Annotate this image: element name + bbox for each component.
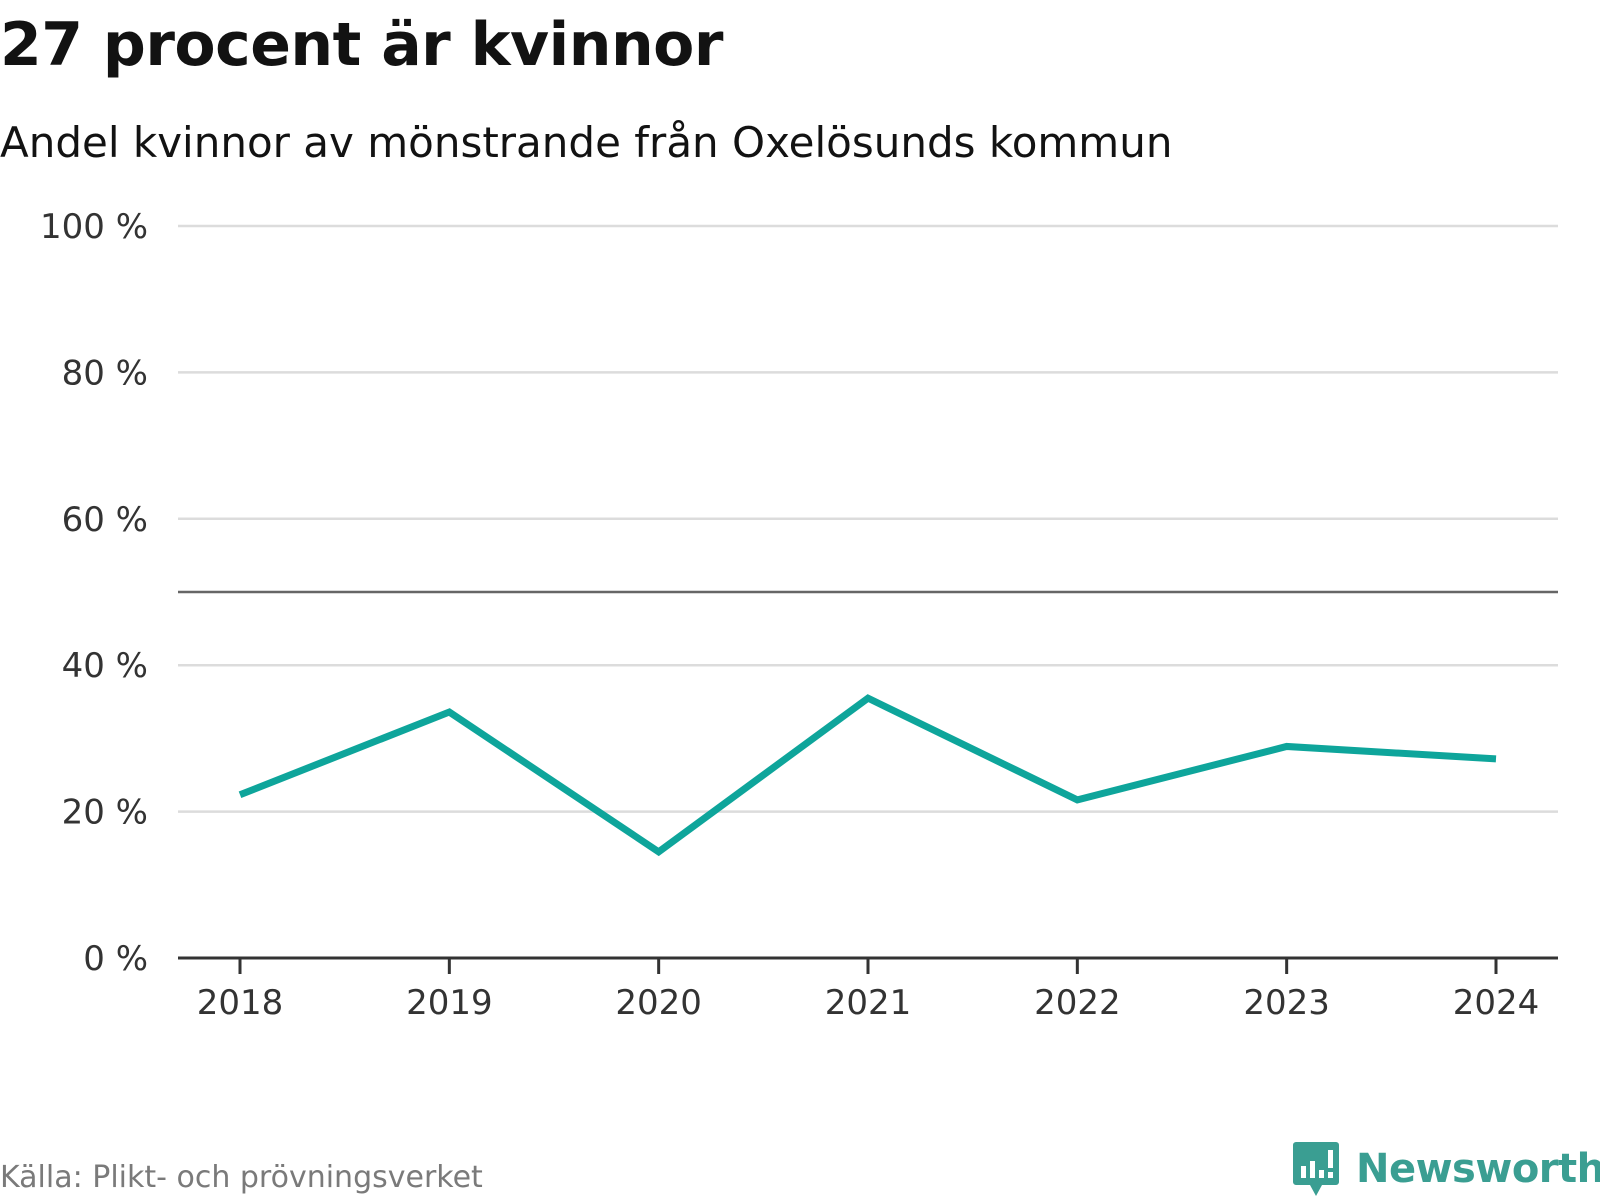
x-tick-labels: 2018 2019 2020 2021 2022 2023 2024 [197,983,1540,1023]
y-tick-label: 0 % [83,939,148,979]
y-tick-label: 100 % [40,207,148,247]
chart-subtitle: Andel kvinnor av mönstrande från Oxelösu… [0,118,1173,167]
chart-title: 27 procent är kvinnor [0,10,723,80]
brand: Newsworthy [1292,1140,1600,1198]
newsworthy-logo-icon [1293,1142,1339,1196]
series-layer [238,694,1497,857]
x-tick-label: 2022 [1034,983,1121,1023]
x-tick-label: 2018 [197,983,284,1023]
x-tick-label: 2021 [825,983,912,1023]
x-tick-label: 2024 [1453,983,1540,1023]
y-tick-labels: 0 % 20 % 40 % 60 % 80 % 100 % [40,207,148,979]
source-note: Källa: Plikt- och prövningsverket [0,1160,483,1195]
brand-name: Newsworthy [1356,1146,1600,1192]
grid-layer [178,224,1558,813]
y-tick-label: 20 % [62,793,148,833]
x-tick-label: 2020 [615,983,702,1023]
x-tick-label: 2023 [1243,983,1330,1023]
y-tick-label: 60 % [62,500,148,540]
x-tick-label: 2019 [406,983,493,1023]
y-tick-label: 40 % [62,646,148,686]
series-line-0 [238,694,1497,857]
axis-layer [178,956,1558,974]
y-tick-label: 80 % [62,353,148,393]
